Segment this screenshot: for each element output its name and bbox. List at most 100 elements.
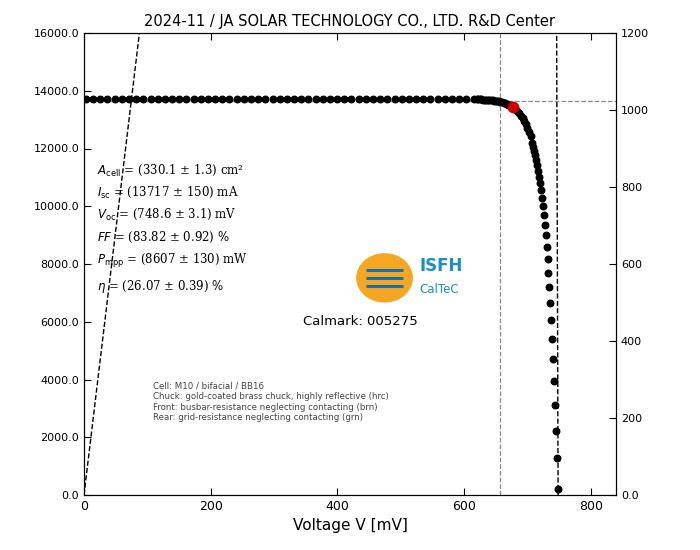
Point [224,95,235,103]
Point [520,119,531,128]
X-axis label: Voltage V [mV]: Voltage V [mV] [293,519,407,534]
Point [396,95,407,103]
Point [303,95,314,103]
Point [496,98,507,107]
Point [546,316,557,325]
Point [410,95,421,103]
Point [511,106,522,114]
Point [550,426,561,435]
Point [509,104,520,113]
Point [489,96,500,105]
Point [195,95,206,103]
Point [530,151,541,160]
Point [418,95,429,103]
Point [281,95,293,103]
Point [339,95,350,103]
Point [479,95,490,104]
Point [531,156,542,164]
Point [246,95,257,103]
Point [288,95,300,103]
Text: Calmark: 005275: Calmark: 005275 [303,315,418,328]
Point [550,400,561,409]
Point [138,95,149,103]
Point [504,101,515,110]
Point [524,127,535,136]
Point [481,95,492,104]
Point [353,95,364,103]
Point [519,117,530,125]
Point [403,95,414,103]
Point [506,102,517,111]
Point [94,95,106,103]
Point [454,95,465,103]
Point [552,454,563,463]
Point [547,335,558,344]
Point [471,95,482,104]
Point [533,172,545,181]
Circle shape [357,254,412,302]
Point [533,166,544,175]
Point [145,95,156,103]
Point [80,95,92,103]
Point [209,95,220,103]
Point [425,95,436,103]
Point [508,103,519,112]
Point [432,95,443,103]
Point [317,95,328,103]
Point [231,95,242,103]
Point [152,95,163,103]
Point [536,186,547,195]
Text: Cell: M10 / bifacial / BB16
Chuck: gold-coated brass chuck, highly reflective (h: Cell: M10 / bifacial / BB16 Chuck: gold-… [153,382,389,422]
Point [498,98,509,107]
Point [514,109,525,118]
Point [476,95,487,104]
Point [541,243,552,251]
Point [88,95,99,103]
Point [542,255,553,264]
Point [346,95,357,103]
Point [539,221,550,229]
Text: 2024-11 / JA SOLAR TECHNOLOGY CO., LTD. R&D Center: 2024-11 / JA SOLAR TECHNOLOGY CO., LTD. … [144,14,556,29]
Point [447,95,458,103]
Point [382,95,393,103]
Point [547,355,559,364]
Point [549,377,560,386]
Point [253,95,264,103]
Point [503,100,514,109]
Point [536,194,547,202]
Point [512,107,524,116]
Point [188,95,199,103]
Point [515,111,526,120]
Text: ISFH: ISFH [419,257,463,276]
Point [167,95,178,103]
Point [545,299,556,307]
Point [544,283,555,292]
Point [528,142,539,151]
Point [295,95,307,103]
Point [543,268,554,277]
Point [310,95,321,103]
Point [528,146,540,155]
Point [534,179,545,188]
Point [102,95,113,103]
Point [485,96,496,104]
Point [267,95,278,103]
Point [487,96,498,105]
Point [202,95,214,103]
Point [527,139,538,147]
Point [217,95,228,103]
Point [525,132,536,141]
Point [491,97,503,106]
Point [552,484,564,493]
Point [174,95,185,103]
Point [374,95,386,103]
Point [508,103,519,112]
Point [484,96,495,104]
Point [439,95,450,103]
Point [360,95,372,103]
Point [538,211,550,219]
Point [181,95,192,103]
Point [477,95,489,104]
Point [517,114,528,123]
Point [500,99,511,108]
